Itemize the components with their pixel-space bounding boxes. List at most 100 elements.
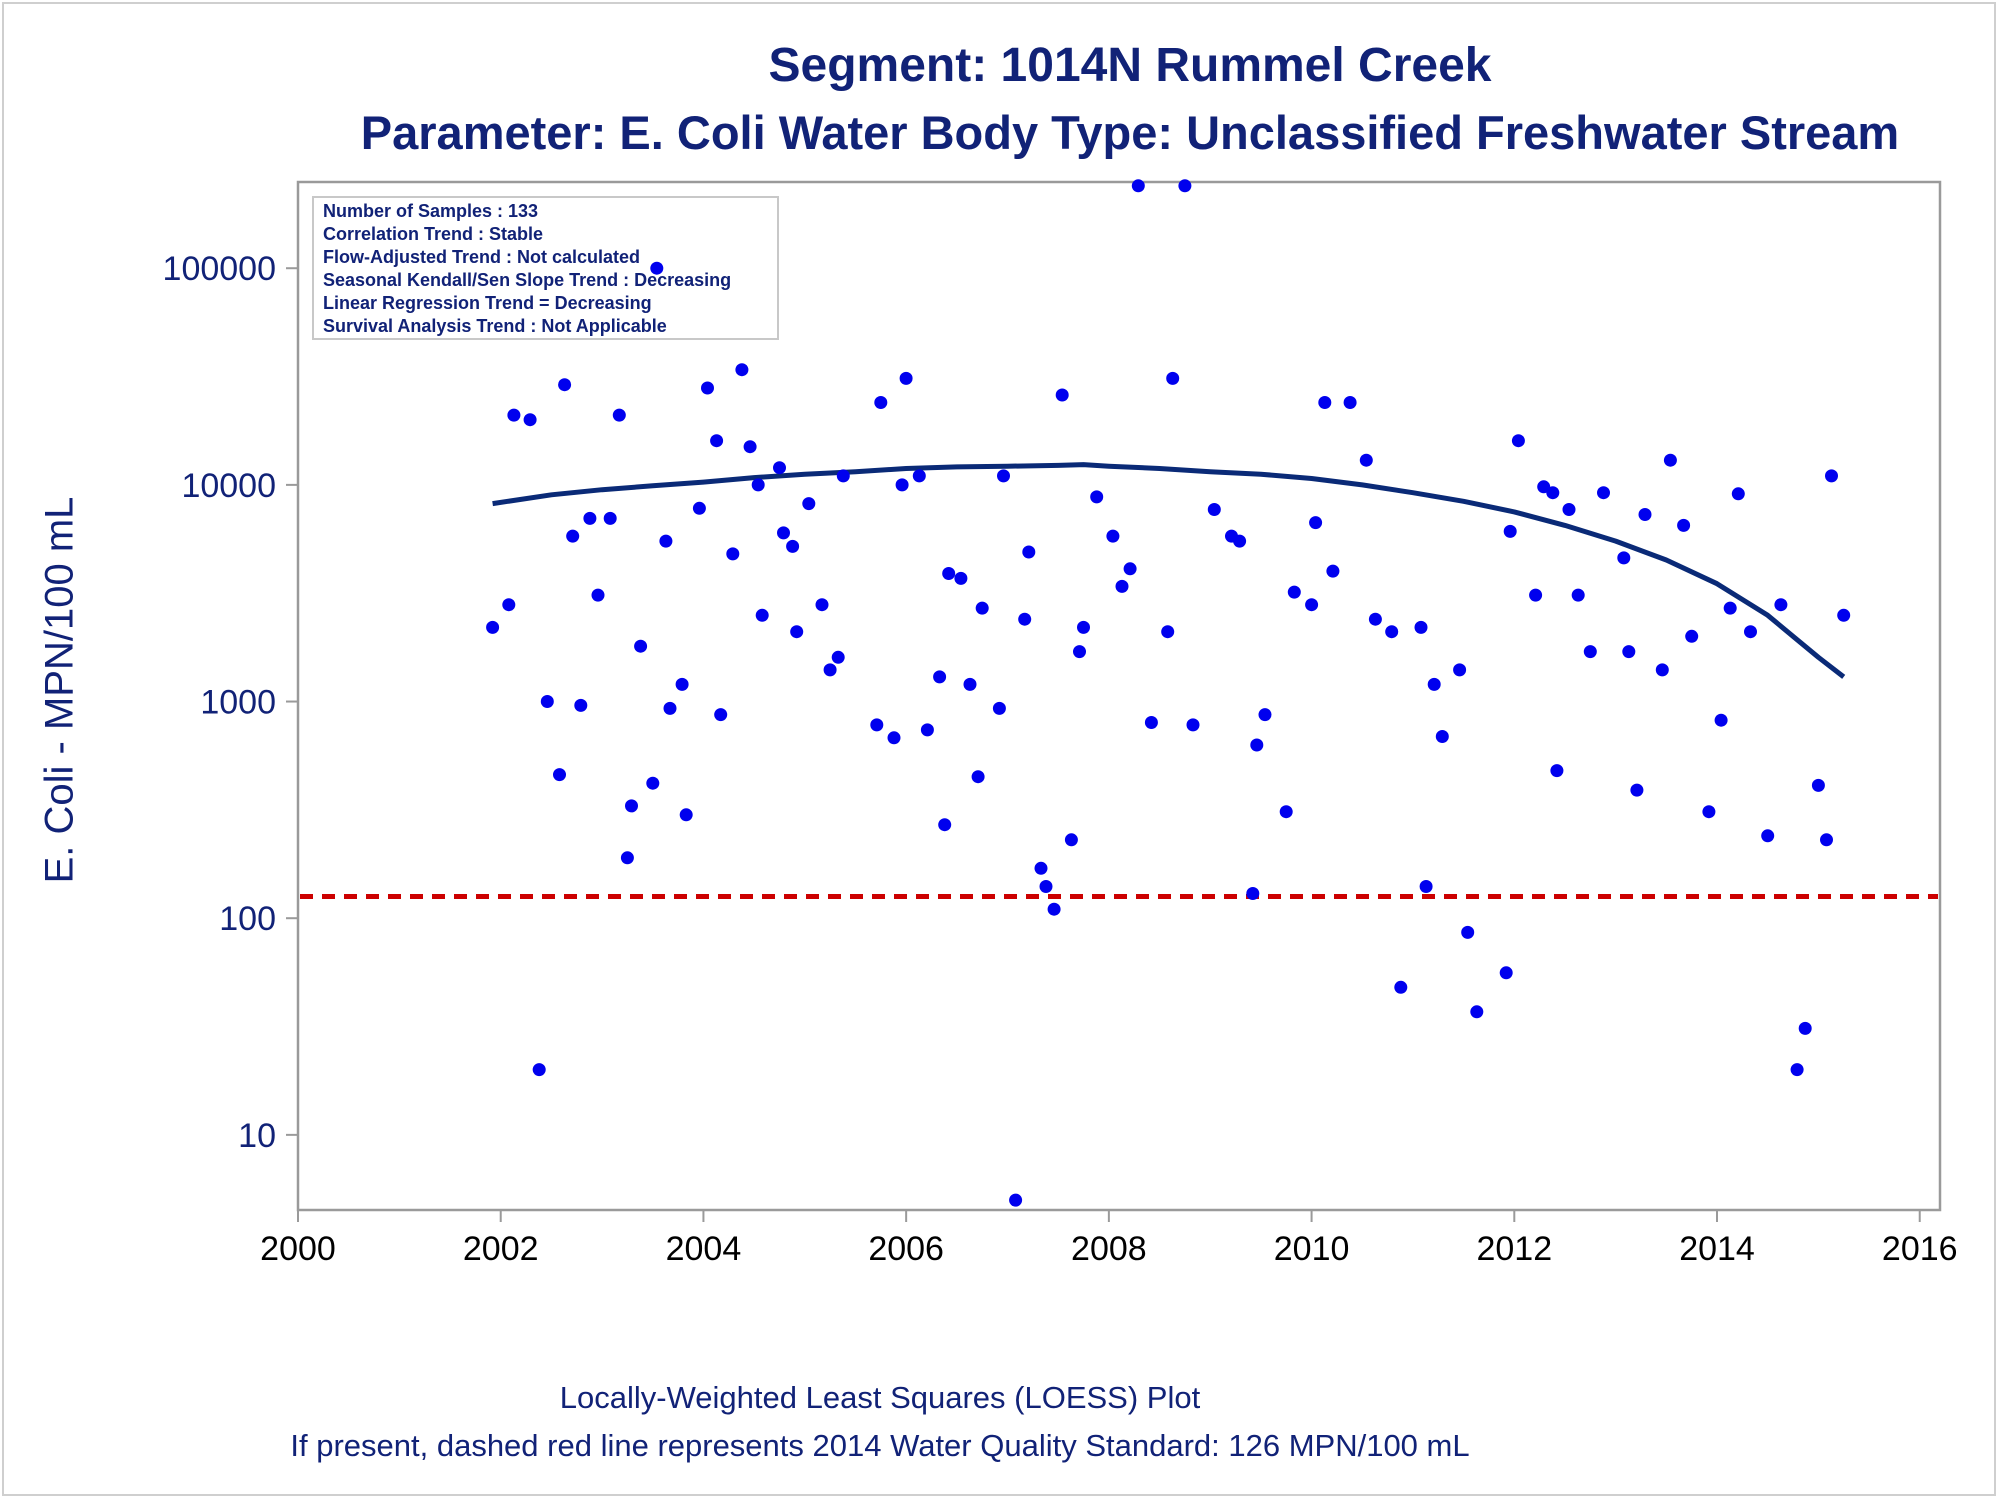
data-point [1359, 453, 1373, 467]
data-point [1714, 713, 1728, 727]
data-point [933, 670, 947, 684]
y-tick-label: 10 [238, 1117, 276, 1155]
data-point [887, 731, 901, 745]
data-point [1246, 887, 1260, 900]
data-point [1233, 534, 1247, 548]
data-point [1798, 1021, 1812, 1035]
data-point [1009, 1193, 1023, 1207]
data-point [1427, 677, 1441, 691]
data-point [1790, 1063, 1804, 1077]
data-point [1529, 588, 1543, 602]
y-tick-label: 1000 [200, 684, 276, 722]
data-point [1131, 179, 1145, 193]
data-point [1305, 598, 1319, 612]
data-point [920, 723, 934, 737]
data-point [1343, 396, 1357, 409]
data-point [1287, 585, 1301, 599]
data-point [1207, 503, 1221, 516]
data-point [870, 718, 884, 732]
y-tick-label: 10000 [181, 467, 276, 505]
data-point [1435, 730, 1449, 743]
x-tick-label: 2002 [463, 1230, 539, 1268]
data-point [1571, 588, 1585, 602]
x-tick-label: 2010 [1274, 1230, 1350, 1268]
chart-title: Segment: 1014N Rummel Creek [768, 39, 1492, 92]
data-point [1499, 966, 1513, 980]
data-point [912, 469, 926, 483]
data-point [777, 526, 790, 540]
loess-curve [492, 462, 1846, 679]
x-tick-label: 2008 [1071, 1230, 1147, 1268]
data-point [1034, 861, 1048, 875]
data-point [1761, 829, 1775, 843]
x-tick-label: 2004 [666, 1230, 742, 1268]
data-point [1550, 764, 1564, 778]
data-point [1546, 486, 1560, 500]
data-point [1055, 388, 1069, 402]
data-point [634, 639, 648, 653]
y-tick-label: 100000 [163, 250, 276, 288]
data-point [942, 567, 956, 580]
data-point [786, 539, 800, 553]
data-point [1622, 645, 1636, 659]
data-point [1326, 564, 1340, 578]
data-point [1318, 396, 1332, 409]
stats-box-line: Correlation Trend : Stable [323, 224, 543, 244]
data-point [1470, 1005, 1484, 1019]
x-tick-label: 2014 [1679, 1230, 1755, 1268]
data-point [874, 396, 888, 409]
data-point [992, 701, 1006, 715]
data-point [625, 799, 638, 813]
data-point [802, 497, 816, 511]
data-point [1811, 778, 1825, 792]
data-point [663, 701, 677, 715]
data-point [1106, 529, 1120, 543]
data-point [1744, 625, 1757, 639]
stats-box-line: Survival Analysis Trend : Not Applicable [323, 316, 667, 336]
data-point [603, 511, 617, 525]
data-point [1064, 833, 1078, 847]
data-point [1702, 805, 1716, 819]
data-point [1394, 980, 1408, 994]
data-point [523, 413, 537, 427]
data-point [679, 808, 693, 822]
x-tick-label: 2006 [868, 1230, 944, 1268]
stats-box [312, 196, 779, 340]
data-point [1638, 508, 1652, 521]
data-point [1178, 179, 1192, 193]
data-point [726, 547, 740, 561]
data-point [583, 511, 597, 525]
data-point [790, 625, 804, 639]
data-point [1115, 579, 1129, 593]
data-point [963, 677, 977, 691]
data-point [1186, 718, 1200, 732]
data-point [1677, 518, 1691, 532]
data-point [1161, 625, 1175, 639]
data-point [1453, 663, 1467, 677]
data-point [1385, 625, 1399, 639]
data-point [532, 1063, 546, 1077]
data-point [823, 663, 837, 677]
data-point [831, 650, 845, 664]
y-tick-label: 100 [219, 900, 276, 938]
data-point [1723, 601, 1737, 615]
data-point [1144, 716, 1158, 729]
data-point [701, 381, 714, 395]
data-point [997, 469, 1010, 483]
data-point [540, 695, 554, 708]
x-tick-label: 2000 [260, 1230, 336, 1268]
data-point [714, 708, 728, 722]
data-point [1820, 833, 1833, 847]
chart-subtitle: Parameter: E. Coli Water Body Type: Uncl… [360, 106, 1900, 159]
data-point [1562, 503, 1576, 516]
data-point [1663, 453, 1677, 467]
data-point [1166, 371, 1180, 385]
data-point [1731, 487, 1745, 501]
stats-box-line: Seasonal Kendall/Sen Slope Trend : Decre… [323, 270, 731, 290]
data-point [1022, 545, 1036, 559]
data-point [751, 478, 765, 492]
data-point [1258, 708, 1272, 722]
data-point [1655, 663, 1669, 677]
data-point [1511, 434, 1525, 448]
